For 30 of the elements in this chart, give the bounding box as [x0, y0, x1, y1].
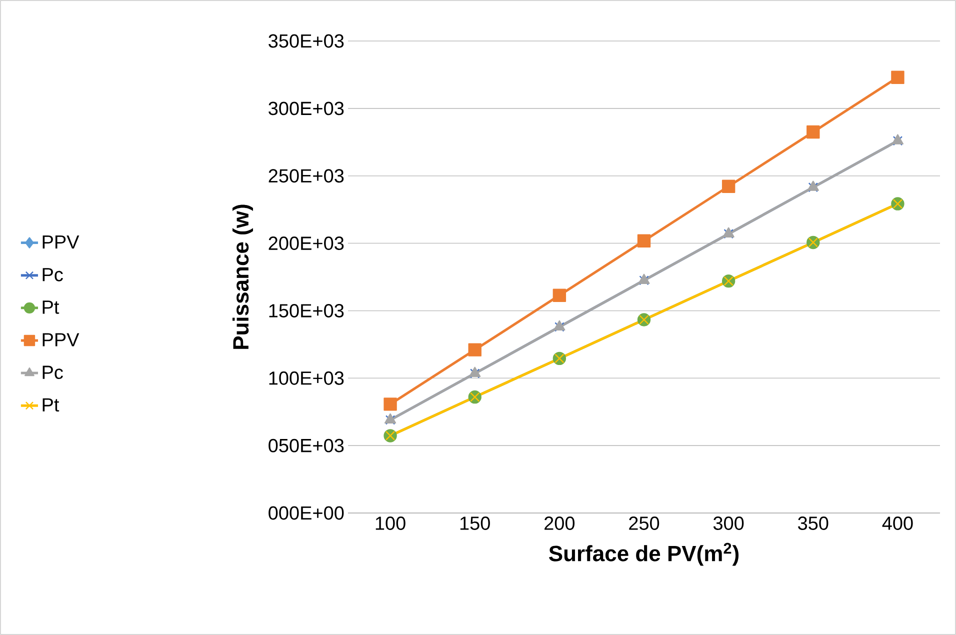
- x-tick-label: 300: [713, 516, 744, 530]
- y-tick-label: 000E+00: [268, 506, 344, 520]
- point: [806, 125, 820, 139]
- legend-label: Pc: [42, 366, 63, 380]
- point: [891, 70, 904, 84]
- y-tick-label: 150E+03: [269, 304, 344, 318]
- y-tick-label: 050E+03: [268, 438, 344, 452]
- x-axis-title: Surface de PV(m$^{2}$): [549, 542, 739, 566]
- legend-label: PPV: [42, 235, 80, 249]
- y-tick-label: 350E+03: [268, 34, 344, 48]
- point: [552, 288, 566, 302]
- y-tick-label: 300E+03: [268, 102, 344, 116]
- x-tick-label: 100: [376, 516, 406, 530]
- x-tick-label: 200: [544, 516, 575, 530]
- legend-label: Pt: [42, 398, 60, 412]
- y-tick-label: 100E+03: [269, 371, 344, 385]
- x-tick-label: 250: [629, 516, 660, 530]
- point: [468, 343, 482, 356]
- point: [722, 180, 736, 193]
- x-tick-label: 400: [882, 516, 913, 530]
- point: [384, 398, 397, 411]
- y-tick-label: 250E+03: [268, 169, 344, 183]
- y-tick-label: 200E+03: [268, 236, 344, 250]
- x-tick-label: 350: [798, 516, 828, 530]
- legend-label: PPV: [42, 333, 80, 346]
- y-axis-title: Puissance (w): [232, 204, 253, 349]
- x-tick-label: 150: [460, 516, 490, 530]
- legend-label: Pt: [42, 300, 60, 314]
- point: [637, 234, 651, 248]
- legend-label: Pc: [42, 268, 63, 282]
